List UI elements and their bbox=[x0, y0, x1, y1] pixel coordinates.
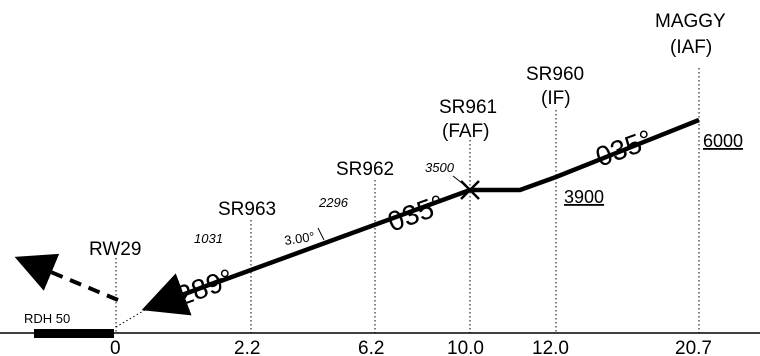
glidepath-tick bbox=[317, 227, 325, 241]
rdh-dotted-line bbox=[115, 309, 146, 328]
reference-lines bbox=[115, 68, 700, 333]
waypoint-role-sr960: (IF) bbox=[541, 88, 571, 109]
course-initial: 035° bbox=[591, 124, 656, 173]
faf-cross-marker bbox=[460, 180, 480, 200]
approach-profile-path bbox=[217, 117, 700, 285]
rdh-label: RDH 50 bbox=[24, 311, 70, 326]
course-final: 289° bbox=[172, 263, 237, 312]
waypoint-role-maggy: (IAF) bbox=[670, 37, 712, 58]
waypoint-name-sr963: SR963 bbox=[218, 199, 276, 220]
distance-sr962: 6.2 bbox=[358, 338, 384, 356]
waypoint-role-sr961: (FAF) bbox=[442, 121, 490, 142]
distance-runway: 0 bbox=[110, 338, 121, 356]
runway-bar bbox=[34, 329, 114, 338]
runway-label: RW29 bbox=[89, 239, 141, 260]
final-approach-arrow bbox=[141, 273, 223, 316]
crossing-alt-sr962: 2296 bbox=[318, 195, 349, 210]
waypoint-name-sr960: SR960 bbox=[526, 64, 584, 85]
distance-sr960: 12.0 bbox=[532, 338, 569, 356]
waypoint-name-sr962: SR962 bbox=[336, 159, 394, 180]
glidepath-angle: 3.00° bbox=[283, 229, 315, 248]
min-alt-sr960: 3900 bbox=[564, 187, 604, 207]
min-alt-maggy: 6000 bbox=[703, 131, 743, 151]
crossing-alt-sr961: 3500 bbox=[425, 160, 455, 175]
course-middle: 035° bbox=[383, 189, 448, 238]
distance-sr963: 2.2 bbox=[234, 338, 260, 356]
waypoint-name-sr961: SR961 bbox=[439, 97, 497, 118]
missed-approach-arrow bbox=[14, 253, 119, 302]
distance-maggy: 20.7 bbox=[675, 338, 712, 356]
crossing-alt-sr963: 1031 bbox=[194, 231, 223, 246]
distance-sr961: 10.0 bbox=[447, 338, 484, 356]
waypoint-name-maggy: MAGGY bbox=[655, 11, 726, 32]
faf-altitude-leader bbox=[452, 175, 468, 188]
